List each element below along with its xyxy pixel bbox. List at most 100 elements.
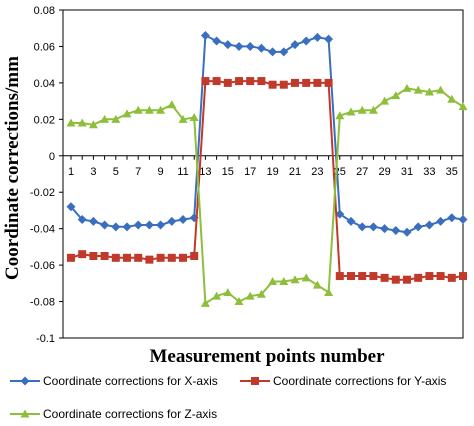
series-y-point — [403, 275, 411, 284]
series-z-point — [413, 85, 423, 94]
series-x-point — [357, 222, 367, 232]
series-x-point — [212, 36, 222, 46]
series-z-point — [156, 105, 166, 114]
series-z-point — [324, 287, 334, 296]
plot-border — [62, 9, 464, 339]
series-y-point — [358, 272, 367, 281]
series-z-point — [178, 114, 188, 123]
x-tick-label: 33 — [423, 166, 435, 178]
series-x-point — [88, 216, 98, 226]
series-x-point — [324, 34, 334, 44]
series-y-line — [70, 80, 464, 281]
series-y-point — [324, 78, 333, 87]
series-x-point — [122, 222, 132, 232]
series-z-point — [368, 105, 378, 114]
series-y-point — [459, 272, 467, 281]
series-z-point — [100, 114, 110, 123]
series-y-point — [436, 272, 445, 281]
x-tick-label: 21 — [289, 166, 301, 178]
series-y-point — [347, 272, 355, 281]
series-z-point — [436, 85, 446, 94]
series-z-point — [245, 291, 255, 300]
series-y-point — [291, 78, 299, 87]
series-y-point — [235, 77, 243, 86]
series-x-point — [335, 209, 345, 219]
series-x-point — [268, 47, 278, 57]
series-y-point — [89, 252, 98, 260]
series-x-point — [424, 220, 434, 230]
series-x-point — [245, 41, 255, 51]
series-x-point — [279, 47, 289, 57]
series-z-point — [133, 105, 143, 114]
series-x-point — [447, 213, 457, 223]
x-tick-label: 29 — [378, 166, 390, 178]
series-x-point — [402, 227, 412, 237]
series-z-point — [88, 120, 98, 129]
series-x-point — [234, 41, 244, 51]
series-z-point — [66, 118, 76, 127]
series-z-point — [458, 102, 468, 111]
x-tick-label: 27 — [356, 166, 368, 178]
series-x-point — [413, 222, 423, 232]
series-x-point — [144, 220, 154, 230]
series-y-point — [447, 273, 456, 282]
series-x-point — [436, 216, 446, 226]
x-tick-label: 17 — [244, 166, 256, 178]
y-axis-title: Coordinate corrections/mm — [2, 56, 23, 280]
series-x-point — [312, 32, 322, 42]
series-y-point — [391, 275, 400, 284]
series-z-point — [380, 96, 390, 105]
series-y-point — [201, 77, 210, 86]
y-tick-label: 0.06 — [34, 41, 55, 53]
series-y-point — [246, 77, 255, 86]
y-tick-label: -0.06 — [30, 260, 55, 272]
x-axis-title: Measurement points number — [149, 346, 385, 367]
series-x-point — [178, 215, 188, 225]
series-z-point — [268, 277, 278, 286]
series-x-point — [256, 43, 266, 53]
series-z-point — [167, 100, 177, 109]
series-z-point — [391, 91, 401, 100]
series-z-point — [290, 275, 300, 284]
series-z-point — [279, 277, 289, 286]
series-y-point — [302, 78, 311, 87]
series-y-point — [257, 77, 266, 86]
x-tick-label: 7 — [135, 166, 141, 178]
series-x-point — [77, 215, 87, 225]
series-x-point — [223, 40, 233, 50]
series-z-point — [189, 113, 199, 122]
y-tick-label: 0.08 — [34, 5, 55, 17]
series-z-point — [77, 118, 87, 127]
series-y-point — [380, 273, 389, 282]
series-z-point — [424, 87, 434, 96]
series-y-point — [78, 250, 87, 259]
series-z-point — [447, 94, 457, 103]
series-y-point — [67, 253, 75, 262]
series-x-point — [391, 225, 401, 235]
series-y-point — [313, 78, 322, 87]
x-tick-label: 3 — [90, 166, 96, 178]
series-z-point — [357, 105, 367, 114]
series-y-point — [223, 78, 232, 87]
legend-y-label: Coordinate corrections for Y-axis — [273, 374, 446, 388]
series-z-point — [234, 297, 244, 306]
y-tick-label: 0.04 — [34, 78, 55, 90]
legend-z-label: Coordinate corrections for Z-axis — [43, 407, 217, 421]
series-z-point — [301, 273, 311, 282]
y-tick-label: -0.1 — [36, 333, 55, 345]
x-tick-label: 23 — [311, 166, 323, 178]
series-y-point — [369, 272, 378, 281]
series-y-point — [414, 273, 423, 282]
legend-z-marker — [20, 409, 30, 418]
series-z-point — [144, 105, 154, 114]
series-x-point — [458, 215, 468, 225]
series-x-point — [133, 220, 143, 230]
y-tick-label: 0.02 — [34, 114, 55, 126]
series-y-point — [167, 253, 176, 262]
series-y-point — [335, 272, 344, 281]
series-y-point — [156, 253, 165, 262]
series-y-point — [212, 77, 221, 86]
legend-x-label: Coordinate corrections for X-axis — [43, 374, 218, 388]
legend-y-marker — [251, 377, 259, 385]
series-x-point — [368, 222, 378, 232]
